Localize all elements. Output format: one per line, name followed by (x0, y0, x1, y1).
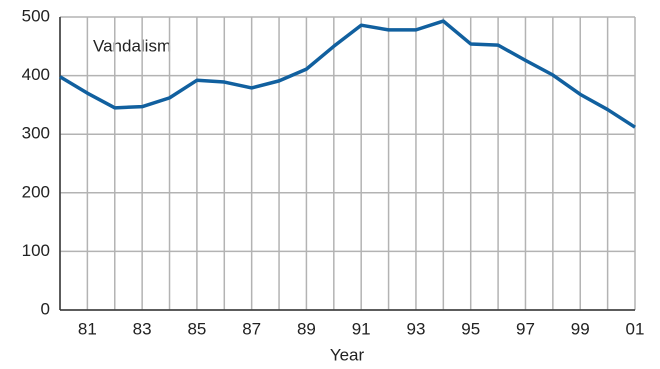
y-tick-label: 200 (22, 182, 50, 201)
x-axis-label: Year (330, 345, 365, 364)
y-tick-label: 500 (22, 6, 50, 25)
x-tick-label: 83 (133, 319, 152, 338)
x-tick-label: 97 (516, 319, 535, 338)
x-tick-label: 01 (626, 319, 645, 338)
x-tick-label: 93 (406, 319, 425, 338)
x-tick-label: 85 (187, 319, 206, 338)
x-tick-label: 91 (352, 319, 371, 338)
data-line (59, 19, 636, 129)
x-tick-label: 95 (461, 319, 480, 338)
y-tick-label: 100 (22, 241, 50, 260)
y-tick-label: 300 (22, 124, 50, 143)
x-tick-label: 89 (297, 319, 316, 338)
x-tick-label: 99 (571, 319, 590, 338)
x-tick-label: 87 (242, 319, 261, 338)
x-tick-label: 81 (78, 319, 97, 338)
y-tick-label: 400 (22, 65, 50, 84)
annotation: Vandalism (93, 36, 171, 55)
y-tick-label: 0 (41, 299, 50, 318)
